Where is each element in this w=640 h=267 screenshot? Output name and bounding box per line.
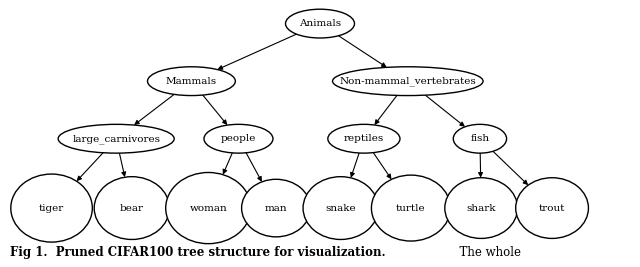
Ellipse shape (371, 175, 451, 241)
Text: large_carnivores: large_carnivores (72, 134, 160, 144)
Ellipse shape (11, 174, 92, 242)
Ellipse shape (516, 178, 588, 238)
Ellipse shape (166, 172, 251, 244)
Ellipse shape (204, 124, 273, 153)
Text: Non-mammal_vertebrates: Non-mammal_vertebrates (339, 76, 476, 86)
Ellipse shape (328, 124, 400, 153)
Text: woman: woman (189, 203, 227, 213)
Text: turtle: turtle (396, 203, 426, 213)
Ellipse shape (453, 124, 507, 153)
Text: reptiles: reptiles (344, 134, 384, 143)
Ellipse shape (303, 177, 378, 239)
Text: shark: shark (467, 203, 496, 213)
Text: bear: bear (120, 203, 144, 213)
Text: Animals: Animals (299, 19, 341, 28)
Ellipse shape (58, 124, 174, 153)
Text: Fig 1.  Pruned CIFAR100 tree structure for visualization.: Fig 1. Pruned CIFAR100 tree structure fo… (10, 246, 385, 259)
Text: people: people (221, 134, 256, 143)
Ellipse shape (285, 9, 355, 38)
Text: The whole: The whole (452, 246, 521, 259)
Text: snake: snake (325, 203, 356, 213)
Text: tiger: tiger (39, 203, 64, 213)
Ellipse shape (445, 178, 518, 238)
Ellipse shape (242, 179, 310, 237)
Text: Mammals: Mammals (166, 77, 217, 86)
Ellipse shape (333, 67, 483, 96)
Ellipse shape (94, 177, 170, 239)
Text: trout: trout (539, 203, 565, 213)
Ellipse shape (147, 67, 236, 96)
Text: man: man (265, 203, 287, 213)
Text: fish: fish (470, 134, 490, 143)
